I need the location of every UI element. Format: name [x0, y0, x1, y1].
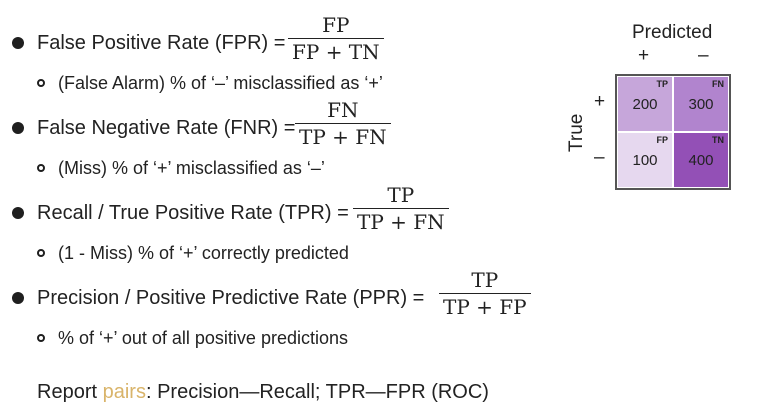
- true-minus-label: –: [594, 147, 605, 168]
- ppr-denominator: TP + FP: [443, 295, 527, 319]
- fpr-denominator: FP + TN: [292, 40, 380, 64]
- fraction-bar: [295, 123, 391, 124]
- tpr-label: Recall / True Positive Rate (TPR) =: [37, 202, 349, 224]
- cell-tag: FP: [656, 135, 668, 145]
- bullet-dot: [12, 292, 24, 304]
- report-highlight: pairs: [102, 381, 146, 403]
- fnr-label: False Negative Rate (FNR) =: [37, 117, 296, 139]
- tpr-fraction: TP TP + FN: [353, 182, 449, 235]
- ppr-label: Precision / Positive Predictive Rate (PP…: [37, 287, 425, 309]
- fraction-bar: [439, 293, 531, 294]
- fnr-denominator: TP + FN: [299, 125, 387, 149]
- report-line: Report pairs: Precision—Recall; TPR—FPR …: [37, 380, 489, 404]
- confusion-matrix: [615, 74, 731, 190]
- cell-value: 300: [688, 96, 714, 113]
- tpr-denominator: TP + FN: [357, 210, 445, 234]
- sub-bullet-dot: [37, 164, 45, 172]
- fnr-description: (Miss) % of ‘+’ misclassified as ‘–’: [58, 158, 325, 178]
- matrix-true-label: True: [566, 113, 587, 152]
- fpr-fraction: FP FP + TN: [288, 12, 384, 65]
- matrix-predicted-title: Predicted: [632, 22, 713, 43]
- cell-tp: TP 200: [617, 76, 673, 132]
- bullet-dot: [12, 37, 24, 49]
- report-suffix: : Precision—Recall; TPR—FPR (ROC): [145, 381, 489, 403]
- fpr-numerator: FP: [322, 13, 350, 37]
- fpr-label: False Positive Rate (FPR) =: [37, 32, 286, 54]
- fnr-fraction: FN TP + FN: [295, 97, 391, 150]
- cell-tag: TP: [656, 79, 668, 89]
- cell-value: 100: [632, 152, 658, 169]
- cell-fn: FN 300: [673, 76, 729, 132]
- fraction-bar: [288, 38, 384, 39]
- fpr-description: (False Alarm) % of ‘–’ misclassified as …: [58, 73, 383, 93]
- sub-bullet-dot: [37, 79, 45, 87]
- bullet-dot: [12, 122, 24, 134]
- sub-bullet-dot: [37, 334, 45, 342]
- sub-bullet-dot: [37, 249, 45, 257]
- cell-value: 400: [688, 152, 714, 169]
- predicted-plus-label: +: [638, 45, 650, 66]
- cell-tag: FN: [712, 79, 724, 89]
- cell-fp: FP 100: [617, 132, 673, 188]
- cell-value: 200: [632, 96, 658, 113]
- report-prefix: Report: [37, 381, 103, 403]
- cell-tn: TN 400: [673, 132, 729, 188]
- tpr-description: (1 - Miss) % of ‘+’ correctly predicted: [58, 243, 349, 263]
- cell-tag: TN: [712, 135, 724, 145]
- ppr-description: % of ‘+’ out of all positive predictions: [58, 328, 348, 348]
- predicted-minus-label: –: [698, 45, 709, 66]
- true-plus-label: +: [594, 91, 606, 112]
- tpr-numerator: TP: [387, 183, 415, 207]
- fraction-bar: [353, 208, 449, 209]
- fnr-numerator: FN: [327, 98, 359, 122]
- ppr-fraction: TP TP + FP: [439, 267, 531, 320]
- bullet-dot: [12, 207, 24, 219]
- ppr-numerator: TP: [471, 268, 499, 292]
